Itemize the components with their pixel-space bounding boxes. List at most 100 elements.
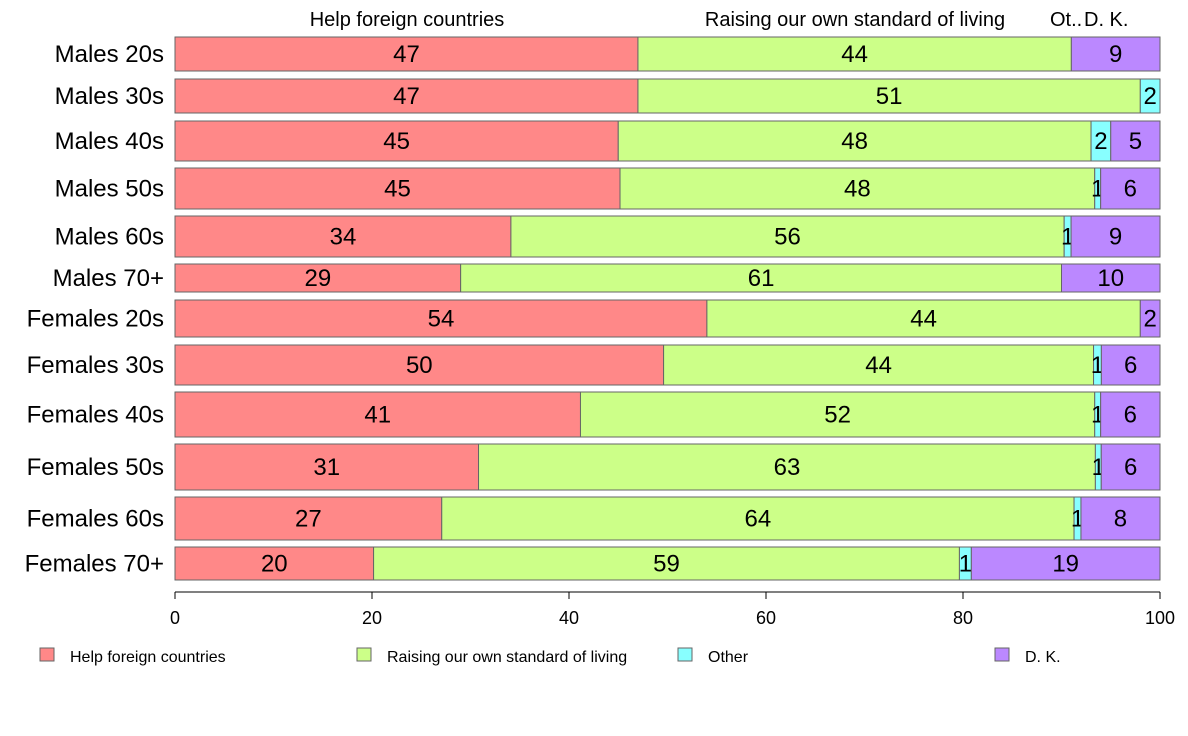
- legend-item-help-foreign-countries: Help foreign countries: [39, 647, 226, 666]
- data-label-raising-our-own-standard-of-living-males-40s: 48: [841, 128, 868, 155]
- data-label-help-foreign-countries-females-70: 20: [261, 551, 288, 578]
- data-label-raising-our-own-standard-of-living-females-70: 59: [653, 551, 680, 578]
- legend-label-other: Other: [708, 649, 749, 666]
- data-label-help-foreign-countries-females-50s: 31: [313, 454, 340, 481]
- legend-item-other: Other: [677, 647, 749, 666]
- bar-segment-help-foreign-countries-females-20s: [174, 299, 708, 338]
- data-label-d-k-females-70: 19: [1052, 551, 1079, 578]
- top-label-d-k: D. K.: [1084, 9, 1128, 31]
- legend-swatch-raising-our-own-standard-of-living: [356, 647, 372, 662]
- data-label-d-k-males-40s: 5: [1129, 128, 1142, 155]
- bar-segment-help-foreign-countries-males-60s: [174, 215, 512, 258]
- bar-segment-help-foreign-countries-females-40s: [174, 391, 581, 438]
- bar-segment-help-foreign-countries-males-20s: [174, 36, 639, 72]
- data-label-d-k-females-50s: 6: [1124, 454, 1137, 481]
- data-label-raising-our-own-standard-of-living-males-70: 61: [748, 265, 775, 292]
- bar-segment-raising-our-own-standard-of-living-females-40s: [579, 391, 1096, 438]
- x-axis: 0 20 40 60 80 100: [170, 591, 1175, 628]
- x-tick-label-100: 100: [1145, 608, 1175, 628]
- bar-segment-help-foreign-countries-males-30s: [174, 78, 639, 114]
- bar-segment-raising-our-own-standard-of-living-females-60s: [441, 496, 1075, 541]
- data-label-other-females-30s: 1: [1091, 352, 1104, 379]
- data-label-d-k-females-40s: 6: [1124, 402, 1137, 429]
- category-label-males-70: Males 70+: [53, 265, 164, 292]
- top-label-help-foreign-countries: Help foreign countries: [310, 9, 505, 31]
- bar-segment-d-k-females-70: [970, 546, 1161, 581]
- category-label-females-60s: Females 60s: [27, 506, 164, 533]
- bar-row-males-50s: 45 48 1 6: [174, 167, 1161, 210]
- category-label-females-70: Females 70+: [25, 551, 164, 578]
- legend-label-raising-our-own-standard-of-living: Raising our own standard of living: [387, 649, 627, 666]
- x-tick-label-40: 40: [559, 608, 579, 628]
- bar-segment-help-foreign-countries-females-30s: [174, 344, 665, 386]
- data-label-d-k-females-30s: 6: [1124, 352, 1137, 379]
- bar-segment-d-k-females-30s: [1100, 344, 1161, 386]
- category-label-males-60s: Males 60s: [55, 224, 164, 251]
- data-label-d-k-males-50s: 6: [1124, 176, 1137, 203]
- category-label-males-20s: Males 20s: [55, 41, 164, 68]
- bar-segment-d-k-females-50s: [1100, 443, 1161, 491]
- data-label-raising-our-own-standard-of-living-females-20s: 44: [910, 306, 937, 333]
- x-tick-label-20: 20: [362, 608, 382, 628]
- category-label-females-40s: Females 40s: [27, 402, 164, 429]
- bar-segment-help-foreign-countries-females-70: [174, 546, 375, 581]
- bar-row-males-30s: 47 51 2: [174, 78, 1161, 114]
- data-label-raising-our-own-standard-of-living-males-60s: 56: [774, 224, 801, 251]
- data-label-other-males-40s: 2: [1094, 128, 1107, 155]
- bar-segment-d-k-males-70: [1061, 263, 1161, 293]
- bar-segment-help-foreign-countries-males-40s: [174, 120, 619, 162]
- data-label-raising-our-own-standard-of-living-females-50s: 63: [774, 454, 801, 481]
- bar-segment-raising-our-own-standard-of-living-females-70: [373, 546, 960, 581]
- data-label-help-foreign-countries-females-60s: 27: [295, 506, 322, 533]
- bar-row-females-70: 20 59 1 19: [174, 546, 1161, 581]
- bar-segment-raising-our-own-standard-of-living-males-20s: [637, 36, 1072, 72]
- data-label-help-foreign-countries-males-50s: 45: [384, 176, 411, 203]
- data-label-d-k-females-20s: 2: [1143, 306, 1156, 333]
- legend-swatch-other: [677, 647, 693, 662]
- data-label-other-males-30s: 2: [1143, 83, 1156, 110]
- bar-row-males-70: 29 61 10: [174, 263, 1161, 293]
- data-label-help-foreign-countries-males-70: 29: [304, 265, 331, 292]
- bar-row-females-20s: 54 44 2: [174, 299, 1161, 338]
- bar-segment-raising-our-own-standard-of-living-males-30s: [637, 78, 1141, 114]
- category-label-males-40s: Males 40s: [55, 128, 164, 155]
- bar-segment-d-k-males-50s: [1100, 167, 1161, 210]
- category-label-males-50s: Males 50s: [55, 176, 164, 203]
- bar-segment-help-foreign-countries-males-50s: [174, 167, 621, 210]
- data-label-raising-our-own-standard-of-living-males-20s: 44: [841, 41, 868, 68]
- x-tick-label-80: 80: [953, 608, 973, 628]
- bar-segment-raising-our-own-standard-of-living-males-70: [460, 263, 1062, 293]
- bar-segment-help-foreign-countries-females-50s: [174, 443, 480, 491]
- bar-segment-d-k-males-20s: [1070, 36, 1161, 72]
- data-label-d-k-males-20s: 9: [1109, 41, 1122, 68]
- bar-segment-raising-our-own-standard-of-living-females-20s: [706, 299, 1141, 338]
- bar-row-females-60s: 27 64 1 8: [174, 496, 1161, 541]
- bar-segment-raising-our-own-standard-of-living-females-30s: [663, 344, 1095, 386]
- category-label-females-30s: Females 30s: [27, 352, 164, 379]
- data-label-help-foreign-countries-males-30s: 47: [393, 83, 420, 110]
- bar-row-males-40s: 45 48 2 5: [174, 120, 1161, 162]
- x-tick-label-60: 60: [756, 608, 776, 628]
- data-label-raising-our-own-standard-of-living-males-50s: 48: [844, 176, 871, 203]
- data-label-d-k-females-60s: 8: [1114, 506, 1127, 533]
- category-label-females-20s: Females 20s: [27, 306, 164, 333]
- data-label-help-foreign-countries-males-60s: 34: [330, 224, 357, 251]
- legend-label-d-k: D. K.: [1025, 649, 1061, 666]
- data-label-d-k-males-60s: 9: [1109, 224, 1122, 251]
- data-label-d-k-males-70: 10: [1097, 265, 1124, 292]
- legend: Help foreign countries Raising our own st…: [39, 647, 1061, 666]
- bar-row-females-30s: 50 44 1 6: [174, 344, 1161, 386]
- bar-segment-raising-our-own-standard-of-living-males-50s: [619, 167, 1096, 210]
- bar-row-males-60s: 34 56 1 9: [174, 215, 1161, 258]
- bar-row-males-20s: 47 44 9: [174, 36, 1161, 72]
- bar-segment-d-k-males-40s: [1110, 120, 1161, 162]
- data-label-raising-our-own-standard-of-living-males-30s: 51: [876, 83, 903, 110]
- data-label-help-foreign-countries-males-20s: 47: [393, 41, 420, 68]
- top-labels: Help foreign countries Raising our own st…: [310, 9, 1129, 31]
- x-tick-label-0: 0: [170, 608, 180, 628]
- legend-swatch-help-foreign-countries: [39, 647, 55, 662]
- top-label-raising-our-own-standard-of-living: Raising our own standard of living: [705, 9, 1005, 31]
- bar-segment-d-k-males-60s: [1070, 215, 1161, 258]
